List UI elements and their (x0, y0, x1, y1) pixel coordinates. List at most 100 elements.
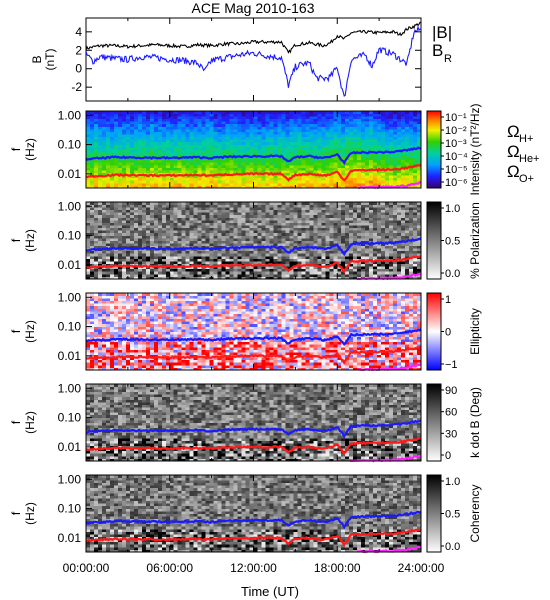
freq-tick-label: 1.00 (58, 472, 82, 486)
b-ytick-label: 4 (75, 25, 82, 39)
legend-omega-O: Ω (507, 162, 520, 181)
gyro-line-O (356, 545, 421, 554)
legend-b-radial: B (432, 41, 443, 60)
coherency-colorbar (426, 474, 442, 553)
b-ytick-label: 0 (75, 62, 82, 76)
b-field-lines (86, 21, 421, 97)
freq-tick-label: 1.00 (58, 290, 82, 304)
polarization-colorbar-label: % Polarization (468, 202, 482, 279)
gyro-line-O (356, 272, 422, 281)
freq-tick-label: 0.10 (58, 138, 82, 152)
intensity-panel: 1.00 0.10 0.01 f (Hz) 10⁻¹10⁻²10⁻³10⁻⁴10⁻⁵10⁻… (9, 103, 482, 195)
colorbar-tick-label: 10⁻³ (445, 138, 467, 150)
colorbar-tick-label: −1 (445, 359, 458, 371)
time-tick-label: 00:00:00 (63, 561, 110, 575)
legend-b-magnitude: |B| (432, 23, 452, 42)
colorbar-tick-label: 1 (445, 294, 451, 306)
b-ylabel-units: (nT) (43, 49, 57, 71)
intensity-ylabel-units: (Hz) (23, 138, 37, 161)
freq-tick-label: 0.01 (58, 167, 82, 181)
freq-tick-label: 1.00 (58, 381, 82, 395)
colorbar-tick-label: 0 (445, 450, 451, 462)
ellipticity-colorbar (426, 292, 442, 371)
legend-b-radial-sub: R (444, 53, 452, 65)
intensity-ylabel: f (9, 147, 23, 151)
intensity-colorbar (426, 110, 442, 189)
ellipticity-spectrogram (86, 293, 422, 371)
legend-omega-sub: H+ (519, 133, 533, 145)
freq-tick-label: 0.01 (58, 258, 82, 272)
k-dot-b-spectrogram (86, 384, 422, 462)
colorbar-tick-label: 10⁻⁴ (445, 151, 468, 163)
colorbar-tick-label: 0.5 (445, 236, 460, 248)
polarization-ylabel-units: (Hz) (23, 229, 37, 252)
colorbar-tick-label: 10⁻² (445, 125, 467, 137)
ellipticity-colorbar-label: Ellipticity (468, 308, 482, 355)
gyro-line-H (85, 328, 422, 347)
colorbar-tick-label: 1.0 (445, 476, 460, 488)
chart-title: ACE Mag 2010-163 (192, 0, 315, 16)
time-tick-label: 06:00:00 (146, 561, 193, 575)
freq-tick-label: 0.01 (58, 349, 82, 363)
time-tick-label: 24:00:00 (398, 561, 445, 575)
coherency-colorbar-label: Coherency (468, 484, 482, 542)
freq-tick-label: 0.10 (58, 502, 82, 516)
b-ylabel: B (30, 55, 44, 63)
ellipticity-ylabel-units: (Hz) (23, 320, 37, 343)
ellipticity-panel: 1.00 0.10 0.01 f (Hz) 1 0 −1 Ellipticity (9, 290, 482, 372)
colorbar-tick-label: 60 (445, 407, 457, 419)
coherency-panel: 1.00 0.10 0.01 f (Hz) 1.0 0.5 0.0 Coherency (9, 472, 482, 554)
freq-tick-label: 1.00 (58, 199, 82, 213)
gyro-line-He (85, 528, 422, 547)
intensity-spectrogram (86, 111, 422, 189)
colorbar-tick-label: 1.0 (445, 203, 460, 215)
colorbar-tick-label: 10⁻⁶ (445, 177, 468, 189)
colorbar-tick-label: 0.5 (445, 509, 460, 521)
coherency-ylabel-units: (Hz) (23, 502, 37, 525)
colorbar-tick-label: 0 (445, 327, 451, 339)
gyro-line-He (85, 163, 422, 182)
legend-omega-sub: O+ (519, 173, 534, 185)
polarization-spectrogram (86, 202, 422, 280)
colorbar-tick-label: 0.0 (445, 268, 460, 280)
colorbar-tick-label: 0.0 (445, 541, 460, 553)
freq-tick-label: 0.10 (58, 411, 82, 425)
k-dot-b-panel: 1.00 0.10 0.01 f (Hz) 90 60 30 0 k dot B (Deg) (9, 381, 482, 463)
coherency-ylabel: f (9, 511, 23, 515)
b-ytick-label: 2 (75, 43, 82, 57)
colorbar-tick-label: 10⁻⁵ (445, 164, 468, 176)
polarization-panel: 1.00 0.10 0.01 f (Hz) 1.0 0.5 0.0 % Polarization (9, 199, 482, 281)
freq-tick-label: 0.10 (58, 229, 82, 243)
intensity-colorbar-label: Intensity (nT²/Hz) (468, 103, 482, 195)
gyro-line-O (358, 181, 422, 190)
ellipticity-ylabel: f (9, 329, 23, 333)
polarization-ylabel: f (9, 238, 23, 242)
polarization-colorbar (426, 201, 442, 280)
legend-omega-He: Ω (507, 142, 520, 161)
legend-omega-H: Ω (507, 122, 520, 141)
freq-tick-label: 1.00 (58, 108, 82, 122)
gyro-line-He (86, 255, 422, 274)
k-dot-b-colorbar-label: k dot B (Deg) (468, 387, 482, 458)
freq-tick-label: 0.10 (58, 320, 82, 334)
b-magnitude-line (86, 21, 421, 54)
freq-tick-label: 0.01 (58, 531, 82, 545)
colorbar-tick-label: 30 (445, 428, 457, 440)
gyro-line-He (85, 345, 422, 365)
k-dot-b-colorbar (426, 383, 442, 462)
colorbar-tick-label: 10⁻¹ (445, 112, 467, 124)
time-tick-label: 18:00:00 (314, 561, 361, 575)
colorbar-tick-label: 90 (445, 385, 457, 397)
k-dot-b-ylabel: f (9, 420, 23, 424)
gyro-line-H (85, 419, 422, 439)
gyro-line-He (85, 436, 422, 455)
legend-omega-sub: He+ (519, 153, 540, 165)
gyro-line-H (85, 237, 422, 257)
b-ytick-label: -2 (71, 80, 82, 94)
k-dot-b-ylabel-units: (Hz) (23, 411, 37, 434)
gyro-line-H (85, 146, 421, 166)
gyro-line-H (85, 510, 422, 530)
time-tick-label: 12:00:00 (230, 561, 277, 575)
freq-tick-label: 0.01 (58, 440, 82, 454)
